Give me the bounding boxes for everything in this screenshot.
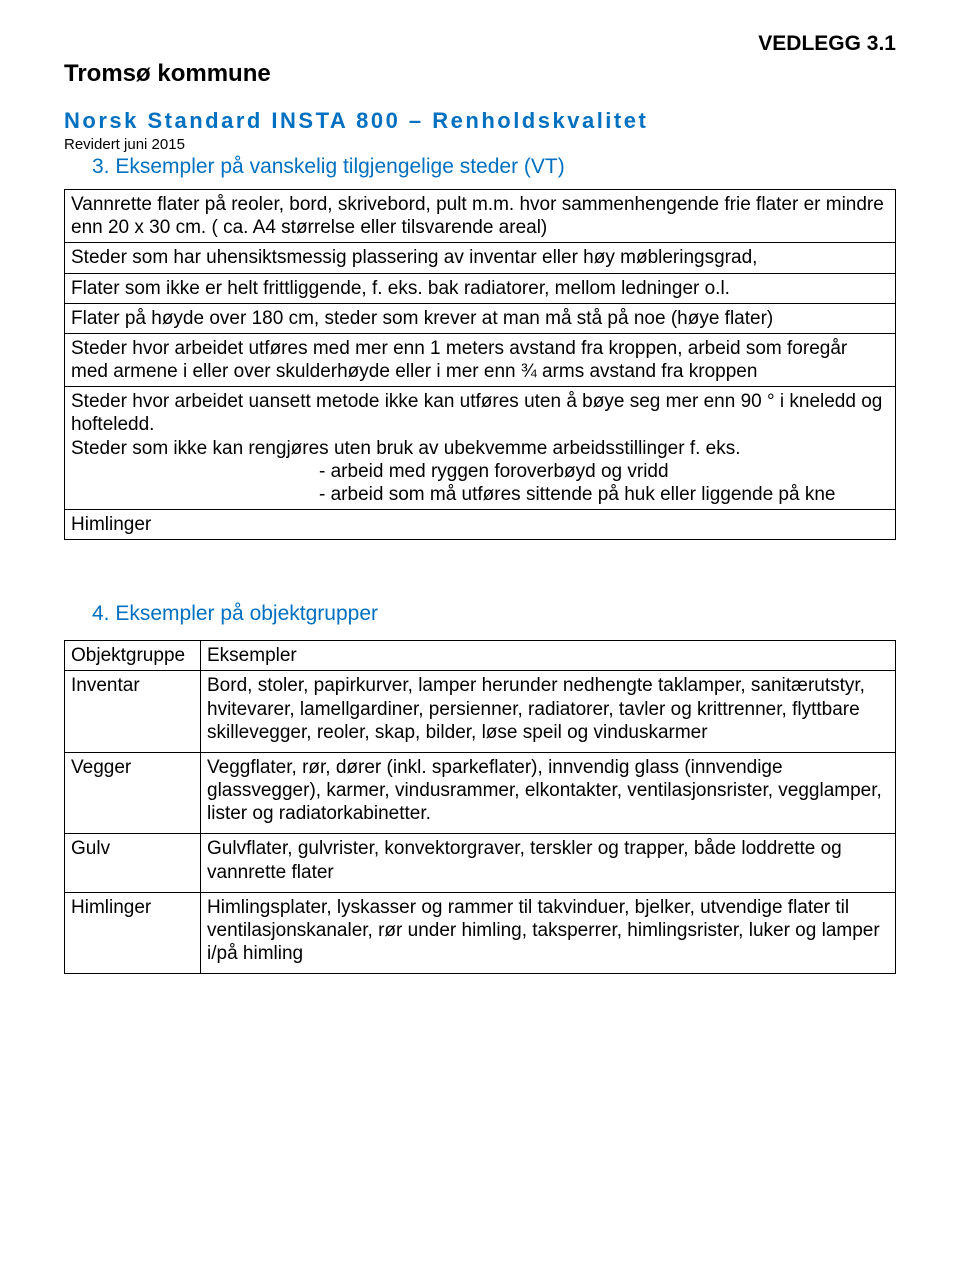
document-title: Norsk Standard INSTA 800 – Renholdskvali…: [64, 108, 896, 134]
table-row: Vannrette flater på reoler, bord, skrive…: [65, 190, 896, 243]
row-text-line: Steder som ikke kan rengjøres uten bruk …: [71, 438, 741, 459]
obj-label: Inventar: [65, 671, 201, 753]
bullet-list: arbeid med ryggen foroverbøyd og vridd a…: [71, 460, 889, 506]
table-row: Himlinger: [65, 510, 896, 540]
section-3-heading: 3. Eksempler på vanskelig tilgjengelige …: [92, 155, 896, 179]
revision-date: Revidert juni 2015: [64, 136, 896, 153]
row-text-line: Steder hvor arbeidet uansett metode ikke…: [71, 391, 882, 435]
obj-label: Vegger: [65, 752, 201, 834]
organization-name: Tromsø kommune: [64, 60, 896, 88]
bullet-item: arbeid med ryggen foroverbøyd og vridd: [71, 460, 889, 483]
obj-text: Gulvflater, gulvrister, konvektorgraver,…: [201, 834, 896, 892]
table-row: Steder som har uhensiktsmessig plasserin…: [65, 243, 896, 273]
obj-text: Veggflater, rør, dører (inkl. sparkeflat…: [201, 752, 896, 834]
column-header-objektgruppe: Objektgruppe: [65, 641, 201, 671]
table-row: Steder hvor arbeidet uansett metode ikke…: [65, 387, 896, 510]
table-row: Flater som ikke er helt frittliggende, f…: [65, 273, 896, 303]
table-row: Steder hvor arbeidet utføres med mer enn…: [65, 333, 896, 386]
column-header-eksempler: Eksempler: [201, 641, 896, 671]
bullet-item: arbeid som må utføres sittende på huk el…: [71, 483, 889, 506]
obj-label: Gulv: [65, 834, 201, 892]
attachment-label: VEDLEGG 3.1: [64, 32, 896, 56]
table-row: Flater på høyde over 180 cm, steder som …: [65, 303, 896, 333]
obj-label: Himlinger: [65, 892, 201, 974]
obj-text: Bord, stoler, papirkurver, lamper herund…: [201, 671, 896, 753]
section-4-table: Objektgruppe Eksempler Inventar Bord, st…: [64, 640, 896, 974]
section-4-heading: 4. Eksempler på objektgrupper: [92, 602, 896, 626]
section-3-table: Vannrette flater på reoler, bord, skrive…: [64, 189, 896, 540]
obj-text: Himlingsplater, lyskasser og rammer til …: [201, 892, 896, 974]
